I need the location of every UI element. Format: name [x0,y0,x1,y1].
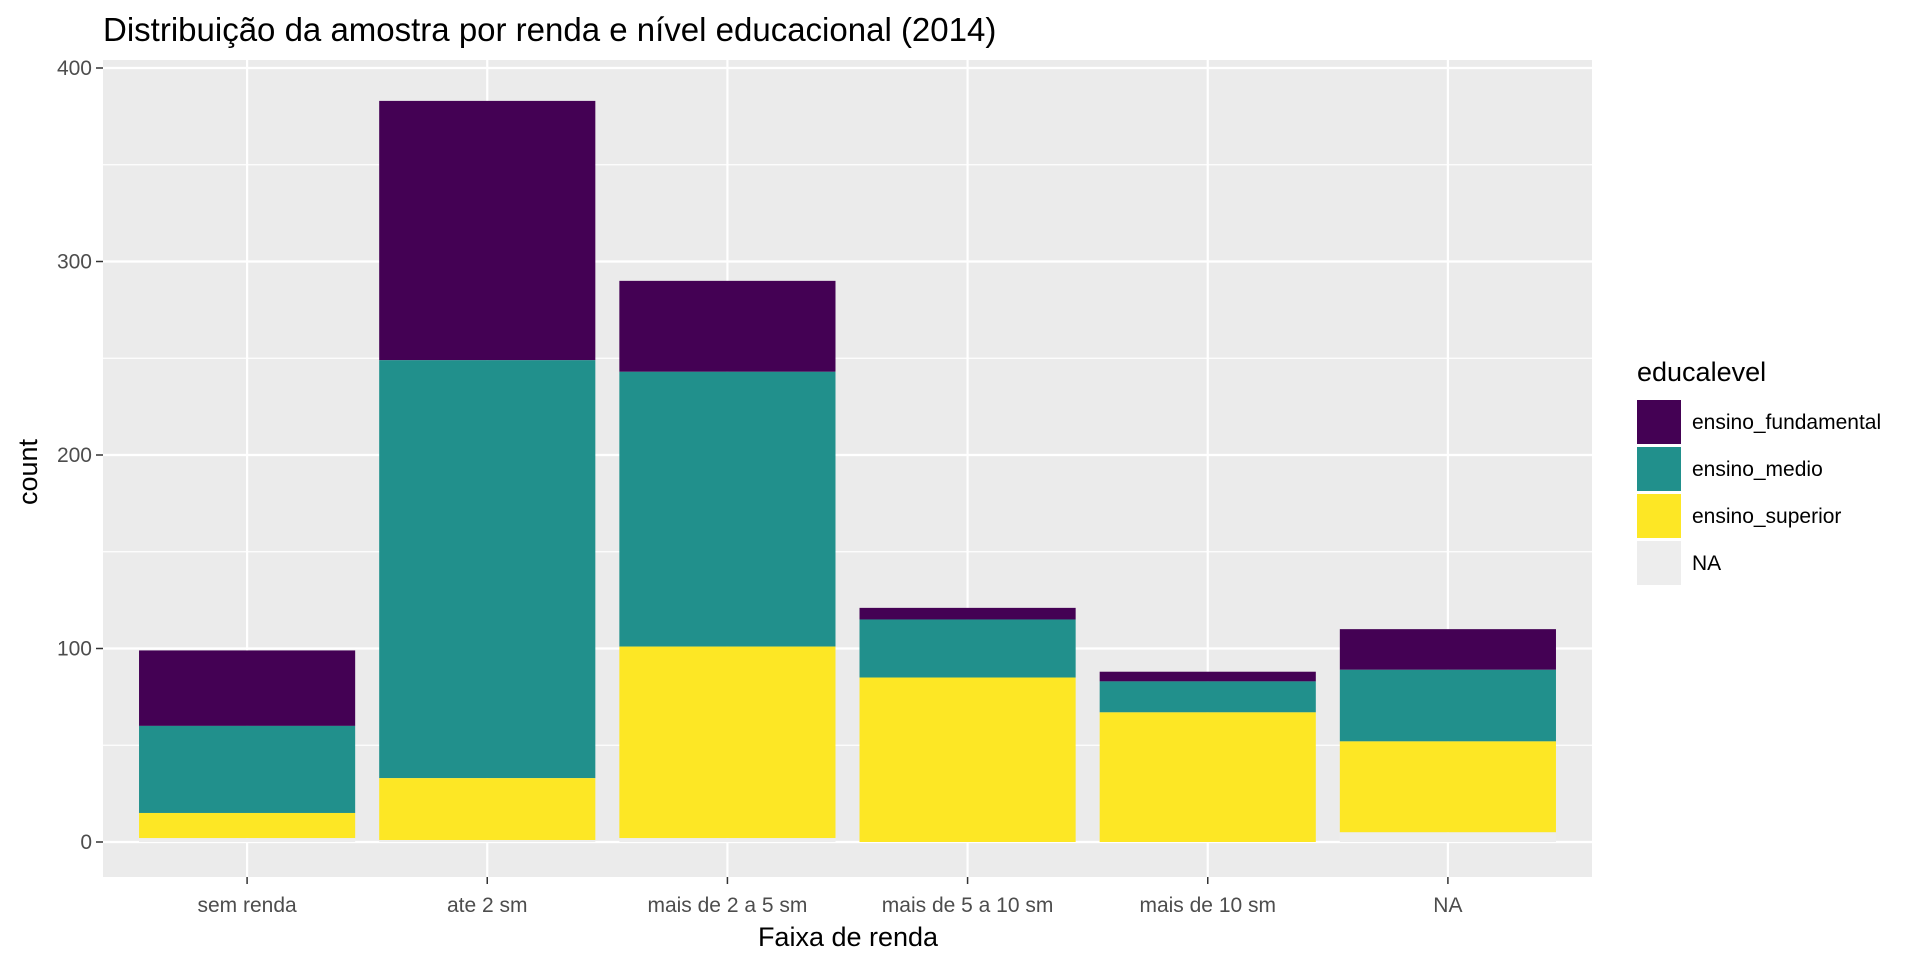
legend-label: ensino_medio [1692,458,1823,481]
legend-label: ensino_fundamental [1692,411,1881,434]
legend-key [1637,494,1681,538]
bar-segment [1099,712,1316,842]
legend-title: educalevel [1637,357,1766,387]
x-axis-ticks: sem renda ate 2 sm mais de 2 a 5 sm mais de… [197,877,1462,917]
bar-segment [619,371,836,647]
bar-segment [379,360,596,779]
y-tick-label: 100 [57,638,92,661]
bar-segment [379,840,596,842]
bar-segment [1339,629,1556,670]
y-tick-label: 200 [57,444,92,467]
legend-label: ensino_superior [1692,505,1841,528]
bar-segment [1099,681,1316,713]
bar-segment [1339,832,1556,842]
bar-segment [139,812,356,839]
y-axis-title: count [13,438,43,505]
bar-segment [619,646,836,839]
bar-segment [619,280,836,372]
bar-segment [859,607,1076,620]
x-tick-label: NA [1433,894,1462,917]
y-axis-ticks: 0 100 200 300 400 [57,57,103,854]
x-tick-label: ate 2 sm [447,894,528,917]
bar-segment [379,778,596,841]
legend-key [1637,400,1681,444]
x-tick-label: mais de 2 a 5 sm [647,894,807,917]
bar-segment [1099,671,1316,682]
bar-segment [859,677,1076,842]
x-tick-label: mais de 10 sm [1139,894,1276,917]
y-tick-label: 300 [57,251,92,274]
legend-key [1637,541,1681,585]
x-axis-title: Faixa de renda [758,922,939,952]
y-tick-label: 0 [80,831,92,854]
legend-label: NA [1692,552,1721,575]
legend: educalevel ensino_fundamental ensino_medi… [1637,357,1881,585]
bar-segment [139,838,356,842]
bar-segment [619,838,836,842]
legend-key [1637,447,1681,491]
bar-segment [1339,741,1556,833]
x-tick-label: mais de 5 a 10 sm [882,894,1054,917]
x-tick-label: sem renda [197,894,297,917]
bar-segment [139,650,356,726]
y-tick-label: 400 [57,57,92,80]
bar-segment [1339,669,1556,742]
bars [139,100,1556,842]
bar-segment [859,619,1076,678]
bar-segment [139,725,356,813]
bar-segment [379,100,596,361]
chart-title: Distribuição da amostra por renda e níve… [103,11,996,48]
